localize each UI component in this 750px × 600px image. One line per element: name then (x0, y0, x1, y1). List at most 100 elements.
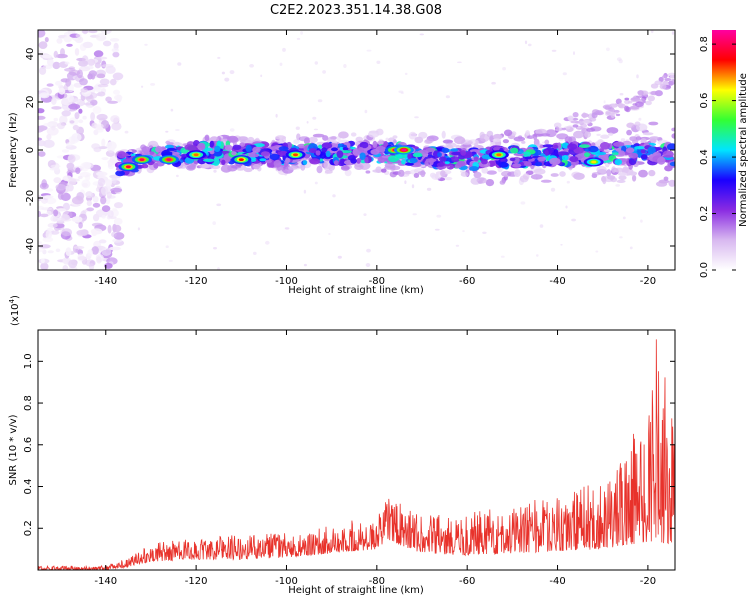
spectrogram-cell (525, 130, 530, 136)
spectrogram-cell (303, 263, 307, 267)
spectrogram-cell (43, 194, 54, 199)
spectrogram-cell (112, 224, 122, 233)
spectrogram-cell (39, 92, 50, 99)
spectrogram-cell (650, 30, 654, 34)
x-tick-label: -100 (275, 576, 298, 587)
spectrogram-cell (542, 141, 545, 144)
spectrogram-cell (78, 119, 84, 124)
spectrogram-cell (455, 244, 460, 247)
spectrogram-cell (81, 179, 91, 189)
spectrogram-cell (49, 167, 60, 171)
spectrogram-cell (237, 136, 249, 141)
spectrogram-cell (109, 156, 119, 164)
spectrogram-cell (68, 103, 81, 110)
spectrogram-cell (170, 108, 174, 112)
spectrogram-cell (426, 187, 432, 191)
spectrogram-cell (105, 96, 112, 102)
spectrogram-cell (165, 245, 169, 248)
spectrogram-cell (663, 176, 669, 181)
spectrogram-cell (38, 41, 48, 49)
spectrogram-peak (238, 158, 244, 162)
spectrogram-cell (41, 179, 47, 188)
spectrogram-cell (87, 58, 96, 66)
snr-frame (37, 329, 676, 571)
spectrogram-cell (414, 116, 419, 119)
spectrogram-cell (436, 162, 445, 167)
spectrogram-cell (265, 240, 270, 245)
spectrogram-cell (75, 167, 81, 175)
spectrogram-cell (73, 245, 85, 250)
spectrogram-cell (510, 147, 519, 154)
spectrogram-cell (512, 163, 522, 168)
spectrogram-cell (619, 93, 624, 96)
spectrogram-cell (273, 159, 282, 168)
spectrogram-cell (440, 170, 446, 178)
spectrogram-cell (101, 215, 106, 219)
spectrogram-peak (496, 153, 502, 157)
x-tick-label: -100 (275, 276, 298, 287)
spectrogram-cell (618, 175, 627, 181)
spectrogram-cell (86, 200, 92, 207)
snr-background (38, 330, 675, 570)
spectrogram-cell (253, 143, 265, 148)
spectrogram-cell (567, 143, 578, 150)
spectrogram-cell (40, 258, 45, 264)
spectrogram-cell (285, 157, 291, 164)
spectrogram-cell (600, 142, 610, 150)
spectrogram-cell (112, 51, 120, 58)
spectrogram-cell (624, 105, 630, 112)
spectrogram-cell (85, 191, 93, 199)
spectrogram-cell (91, 246, 99, 255)
spectrogram-cell (98, 146, 108, 150)
x-tick-label: -80 (369, 276, 385, 287)
spectrogram-cell (336, 150, 344, 159)
spectrogram-cell (210, 164, 221, 170)
spectrogram-cell (606, 169, 612, 177)
spectrogram-cell (47, 250, 54, 254)
spectrogram-cell (96, 256, 102, 264)
spectrogram-cell (96, 113, 108, 121)
colorbar-tick-label: 0.2 (699, 206, 710, 222)
spectrogram-cell (370, 149, 380, 155)
spectrogram-cell (74, 112, 80, 120)
snr-y-ticks: 0.2 0.4 0.6 0.8 1.0 (23, 353, 675, 536)
spectrogram-cell (64, 67, 76, 72)
snr-y-multiplier: (x104) (8, 295, 21, 326)
spectrogram-cell (253, 251, 257, 255)
spectrogram-cell (605, 111, 611, 115)
spectrogram-cell (204, 134, 210, 142)
spectrogram-cell (52, 61, 61, 70)
x-tick-label: -140 (94, 276, 117, 287)
spectrogram-cell (173, 141, 181, 147)
spectrogram-cell (105, 197, 111, 205)
spectrogram-cell (113, 89, 120, 95)
spectrogram-cell (247, 153, 260, 158)
spectrogram-cell (221, 159, 226, 165)
spectrogram-cell (101, 138, 106, 148)
spectrogram-cell (77, 256, 87, 261)
colorbar-tick-label: 0.0 (699, 262, 710, 278)
spectrogram-cell (642, 132, 654, 136)
spectrogram-cell (476, 177, 487, 184)
spectrogram-cell (38, 30, 46, 38)
spectrogram-cell (47, 57, 54, 67)
spectrogram-cell (573, 172, 585, 180)
spectrogram-cell (42, 54, 53, 59)
spectrogram-cell (64, 61, 70, 65)
spectrogram-cell (522, 151, 531, 158)
spectrogram-cell (347, 155, 356, 161)
spectrogram-cell (573, 51, 575, 55)
spectrogram-cell (573, 130, 584, 139)
spectrogram-cell (212, 149, 223, 157)
spectrogram-cell (618, 59, 623, 64)
spectrogram-cell (303, 137, 310, 145)
spectrogram-cell (212, 221, 216, 226)
spectrogram-cell (69, 120, 75, 124)
spectrogram-cell (666, 143, 675, 151)
spectrogram-cell (671, 127, 675, 132)
spectrogram-cell (553, 122, 562, 128)
spectrogram-cell (337, 255, 342, 259)
spectrogram-cell (107, 224, 112, 234)
spectrogram-cell (59, 115, 68, 125)
spectrogram-cell (527, 135, 534, 139)
